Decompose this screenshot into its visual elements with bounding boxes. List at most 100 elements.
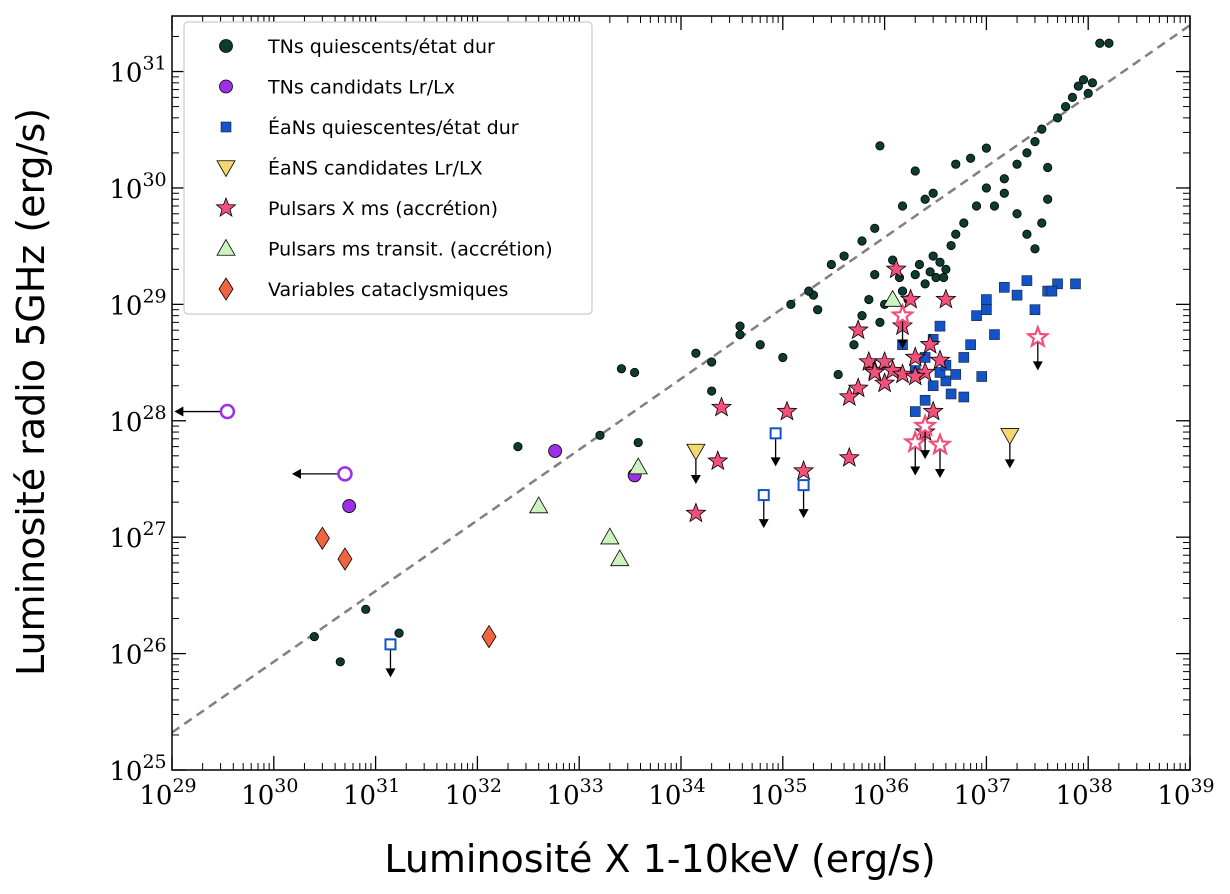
tns-quiescents-etat-dur-point-14 [755,340,765,350]
pulsars-x-ms-accretion-point-26 [864,361,886,382]
pulsars-ms-transit-accretion-point-1 [600,527,620,545]
pulsars-x-ms-accretion-upper-limit-point-4 [890,302,915,327]
tns-quiescents-etat-dur-point-21 [864,294,874,305]
eans-quiescentes-etat-dur-point-15 [1029,304,1041,315]
y-tick-label-2: 1027 [109,518,166,554]
tns-quiescents-etat-dur-point-54 [1078,75,1089,85]
tns-quiescents-etat-dur-point-42 [981,183,992,193]
legend-label-tns-quiescents-etat-dur: TNs quiescents/état dur [267,36,495,58]
pulsars-x-ms-accretion-point-15 [914,361,936,382]
eans-quiescentes-etat-dur-upper-limit-point-2 [769,427,782,440]
tns-quiescents-etat-dur-point-4 [513,441,523,452]
pulsars-x-ms-accretion-point-25 [838,385,860,407]
tns-quiescents-etat-dur-point-10 [707,357,717,367]
tns-quiescents-etat-dur-point-73 [857,236,867,246]
tns-candidats-lr-lx-upper-limit-point-0 [219,403,236,420]
tns-quiescents-etat-dur-point-35 [935,257,945,267]
series-eans-quiescentes-etat-dur [384,275,1081,678]
series-eans-candidates-lr-lx [686,428,1020,484]
tns-candidats-lr-lx-point-0 [342,499,357,513]
x-tick-label-8: 1037 [954,775,1011,811]
tns-quiescents-etat-dur-point-65 [999,188,1009,198]
tns-candidats-lr-lx-upper-limit-point-1 [337,466,353,482]
eans-quiescentes-etat-dur-point-7 [950,369,962,380]
tns-quiescents-etat-dur-point-12 [735,329,745,340]
legend-marker-pulsars-x-ms-accretion [215,196,237,218]
legend: TNs quiescents/état dur TNs candidats Lr/… [183,21,593,315]
tns-quiescents-etat-dur-point-56 [1087,78,1098,88]
tns-quiescents-etat-dur-point-39 [951,229,961,239]
eans-quiescentes-etat-dur-point-14 [1021,275,1033,286]
y-tick-label-4: 1029 [109,285,166,321]
legend-marker-variables-cataclysmiques [218,277,234,301]
pulsars-x-ms-accretion-point-2 [707,449,729,471]
tns-quiescents-etat-dur-point-0 [309,631,319,642]
tns-quiescents-etat-dur-point-3 [394,628,404,638]
tns-quiescents-etat-dur-point-69 [1037,218,1047,228]
legend-marker-pulsars-ms-transit-accretion [216,238,236,256]
pulsars-ms-transit-accretion-point-2 [610,549,630,567]
eans-quiescentes-etat-dur-point-25 [1070,278,1081,290]
eans-quiescentes-etat-dur-upper-limit-point-3 [797,479,810,492]
eans-quiescentes-etat-dur-upper-limit-point-0 [384,638,397,651]
x-tick-label-2: 1031 [343,775,400,811]
tns-quiescents-etat-dur-point-5 [595,430,605,440]
pulsars-x-ms-accretion-point-6 [847,319,869,340]
tns-quiescents-etat-dur-point-64 [981,143,992,153]
x-tick-label-9: 1038 [1056,775,1113,811]
pulsars-x-ms-accretion-point-16 [919,333,941,354]
pulsars-x-ms-accretion-point-0 [710,396,733,417]
eans-quiescentes-etat-dur-point-27 [976,371,988,382]
pulsars-x-ms-accretion-point-5 [838,446,860,467]
tns-quiescents-etat-dur-point-78 [786,299,796,309]
eans-quiescentes-etat-dur-point-5 [940,375,952,387]
tns-quiescents-etat-dur-point-52 [1067,92,1078,102]
tns-quiescents-etat-dur-point-74 [870,223,880,233]
tns-quiescents-etat-dur-point-53 [1073,81,1083,91]
pulsars-x-ms-accretion-point-3 [776,400,798,421]
legend-label-pulsars-ms-transit-accretion: Pulsars ms transit. (accrétion) [268,239,553,261]
legend-marker-eans-quiescentes-etat-dur [220,121,232,133]
tns-quiescents-etat-dur-point-68 [1030,244,1040,254]
eans-quiescentes-etat-dur-point-23 [981,294,992,305]
tns-quiescents-etat-dur-point-45 [1012,159,1022,169]
pulsars-x-ms-accretion-point-1 [685,502,707,523]
x-tick-label-1: 1030 [241,775,298,811]
pulsars-ms-transit-accretion-point-3 [628,457,648,475]
pulsars-x-ms-accretion-point-13 [900,288,922,309]
eans-candidates-lr-lx-upper-limit-point-0 [686,443,706,461]
legend-marker-tns-candidats-lr-lx [219,79,233,94]
eans-quiescentes-etat-dur-point-12 [999,282,1010,293]
legend-label-variables-cataclysmiques: Variables cataclysmiques [268,279,508,301]
tns-quiescents-etat-dur-point-51 [1061,101,1071,112]
x-axis-title: Luminosité X 1-10keV (erg/s) [384,837,935,881]
pulsars-x-ms-accretion-point-14 [904,346,926,367]
tns-quiescents-etat-dur-point-49 [1043,162,1053,173]
legend-label-eans-candidates-lr-lx: ÉaNS candidates Lr/LX [268,157,483,180]
tns-quiescents-etat-dur-point-38 [946,240,956,251]
tns-quiescents-etat-dur-point-11 [707,386,717,396]
tns-quiescents-etat-dur-point-48 [1037,124,1047,134]
pulsars-x-ms-accretion-point-19 [935,288,957,309]
pulsars-x-ms-accretion-point-21 [891,363,914,384]
series-pulsars-ms-transit-accretion [529,289,903,567]
tns-quiescents-etat-dur-point-33 [928,251,938,261]
pulsars-x-ms-accretion-point-9 [874,350,896,372]
pulsars-x-ms-accretion-upper-limit-point-1 [902,429,928,454]
x-tick-label-0: 1029 [139,775,196,811]
tns-quiescents-etat-dur-point-17 [813,305,823,315]
legend-label-pulsars-x-ms-accretion: Pulsars X ms (accrétion) [268,198,498,220]
tns-quiescents-etat-dur-point-18 [833,369,843,380]
series-tns-quiescents-etat-dur [309,38,1114,667]
tns-quiescents-etat-dur-point-47 [1030,137,1040,147]
eans-quiescentes-etat-dur-point-9 [965,339,976,351]
eans-quiescentes-etat-dur-point-8 [958,352,970,363]
tns-quiescents-etat-dur-point-46 [1022,148,1032,158]
x-tick-label-4: 1033 [547,775,604,811]
pulsars-x-ms-accretion-point-24 [847,377,869,398]
tns-quiescents-etat-dur-point-43 [989,201,1000,211]
tns-quiescents-etat-dur-point-76 [826,259,836,270]
tns-quiescents-etat-dur-point-15 [778,352,788,363]
tns-quiescents-etat-dur-point-29 [910,270,920,280]
